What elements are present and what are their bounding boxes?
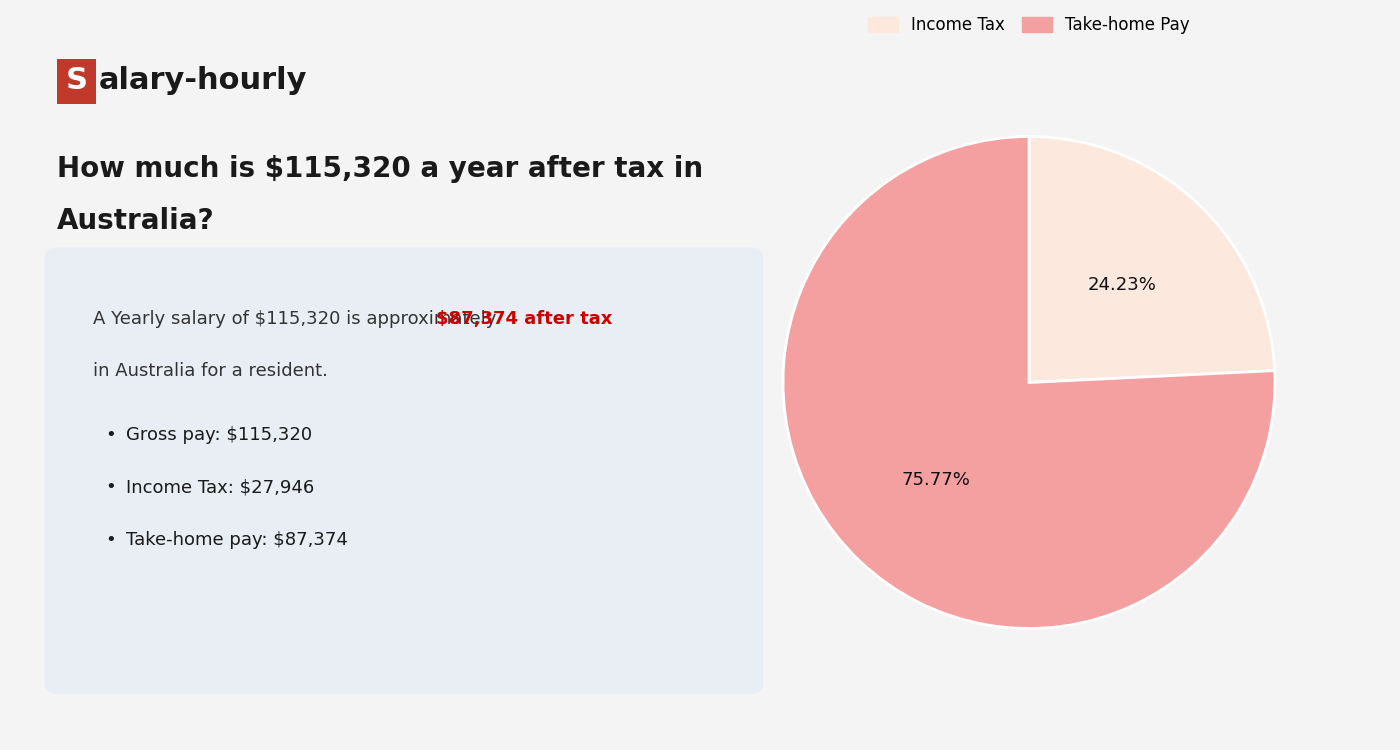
Text: alary-hourly: alary-hourly xyxy=(99,66,308,94)
FancyBboxPatch shape xyxy=(57,58,95,104)
Text: A Yearly salary of $115,320 is approximately: A Yearly salary of $115,320 is approxima… xyxy=(94,310,503,328)
Text: Gross pay: $115,320: Gross pay: $115,320 xyxy=(126,426,312,444)
Text: S: S xyxy=(66,66,87,94)
Text: 75.77%: 75.77% xyxy=(902,472,970,490)
FancyBboxPatch shape xyxy=(45,248,763,694)
Wedge shape xyxy=(1029,136,1275,382)
Text: $87,374 after tax: $87,374 after tax xyxy=(435,310,612,328)
Wedge shape xyxy=(783,136,1275,628)
Text: Income Tax: $27,946: Income Tax: $27,946 xyxy=(126,478,314,496)
Text: Take-home pay: $87,374: Take-home pay: $87,374 xyxy=(126,531,347,549)
Text: •: • xyxy=(105,478,116,496)
Text: in Australia for a resident.: in Australia for a resident. xyxy=(94,362,328,380)
Legend: Income Tax, Take-home Pay: Income Tax, Take-home Pay xyxy=(861,10,1197,40)
Text: Australia?: Australia? xyxy=(57,207,214,236)
Text: How much is $115,320 a year after tax in: How much is $115,320 a year after tax in xyxy=(57,154,703,183)
Text: •: • xyxy=(105,426,116,444)
Text: •: • xyxy=(105,531,116,549)
Text: 24.23%: 24.23% xyxy=(1088,275,1156,293)
